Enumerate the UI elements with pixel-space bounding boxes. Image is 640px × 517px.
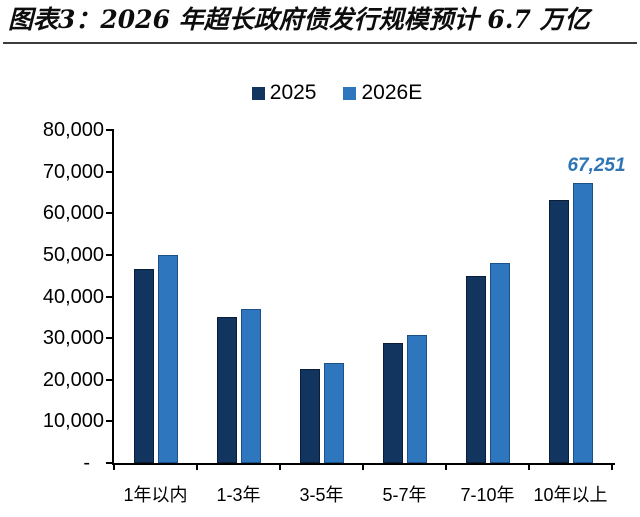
x-axis-tick xyxy=(611,465,613,470)
y-axis-label: - xyxy=(83,452,90,474)
y-axis-tick xyxy=(106,129,114,131)
y-axis-line xyxy=(112,130,114,465)
y-axis-label: 20,000 xyxy=(42,368,104,391)
x-axis-category-label: 7-10年 xyxy=(460,485,515,505)
x-axis-tick xyxy=(528,465,530,470)
bar-2026E-3-5年 xyxy=(323,363,344,463)
y-axis-label: 80,000 xyxy=(42,119,104,141)
chart-title: 图表3：2026 年超长政府债发行规模预计 6.7 万亿 xyxy=(8,5,590,34)
x-axis-category-label: 10年以上 xyxy=(533,485,608,505)
y-axis-tick xyxy=(106,253,114,256)
legend-label-2025: 2025 xyxy=(269,81,317,104)
y-axis-label: 50,000 xyxy=(42,243,104,266)
bar-2025-5-7年 xyxy=(382,343,403,463)
x-axis-category-label: 1-3年 xyxy=(216,485,261,505)
legend-item-2026e: 2026E xyxy=(343,81,422,105)
title-divider xyxy=(3,42,637,44)
bar-2025-7-10年 xyxy=(465,275,486,463)
bar-2026E-7-10年 xyxy=(489,263,510,463)
legend-item-2025: 2025 xyxy=(251,81,317,105)
y-axis-tick xyxy=(106,170,114,173)
x-axis-tick xyxy=(113,465,115,470)
bar-2025-10年以上 xyxy=(548,199,569,463)
y-axis-label: 70,000 xyxy=(42,160,104,183)
y-axis-tick xyxy=(106,420,114,423)
chart-legend: 2025 2026E xyxy=(0,81,640,105)
x-axis-category-label: 5-7年 xyxy=(382,485,427,505)
y-axis-tick xyxy=(106,378,114,381)
x-axis-tick xyxy=(196,465,198,470)
bar-2026E-5-7年 xyxy=(406,335,427,463)
x-axis-category-label: 3-5年 xyxy=(299,485,344,505)
y-axis-label: 40,000 xyxy=(42,285,104,308)
bar-2026E-1-3年 xyxy=(240,308,261,463)
bar-2025-1-3年 xyxy=(216,317,237,463)
x-axis-tick xyxy=(362,465,364,470)
x-axis-line xyxy=(112,463,615,465)
y-axis-tick xyxy=(106,212,114,215)
legend-swatch-2026e xyxy=(343,86,357,100)
x-axis-tick xyxy=(279,465,281,470)
bar-2025-3-5年 xyxy=(299,369,320,463)
x-axis-category-label: 1年以内 xyxy=(123,485,188,505)
y-axis-tick xyxy=(106,337,114,340)
x-axis-tick xyxy=(445,465,447,470)
bar-2026E-10年以上 xyxy=(572,183,593,463)
legend-label-2026e: 2026E xyxy=(361,81,423,104)
y-axis-label: 10,000 xyxy=(42,410,104,433)
y-axis-label: 60,000 xyxy=(42,202,104,225)
y-axis-tick xyxy=(106,462,114,464)
bar-value-label: 67,251 xyxy=(567,155,626,177)
legend-swatch-2025 xyxy=(251,86,265,100)
y-axis-tick xyxy=(106,295,114,298)
y-axis-label: 30,000 xyxy=(42,327,104,350)
bar-2025-1年以内 xyxy=(133,269,154,463)
bar-2026E-1年以内 xyxy=(157,254,178,463)
